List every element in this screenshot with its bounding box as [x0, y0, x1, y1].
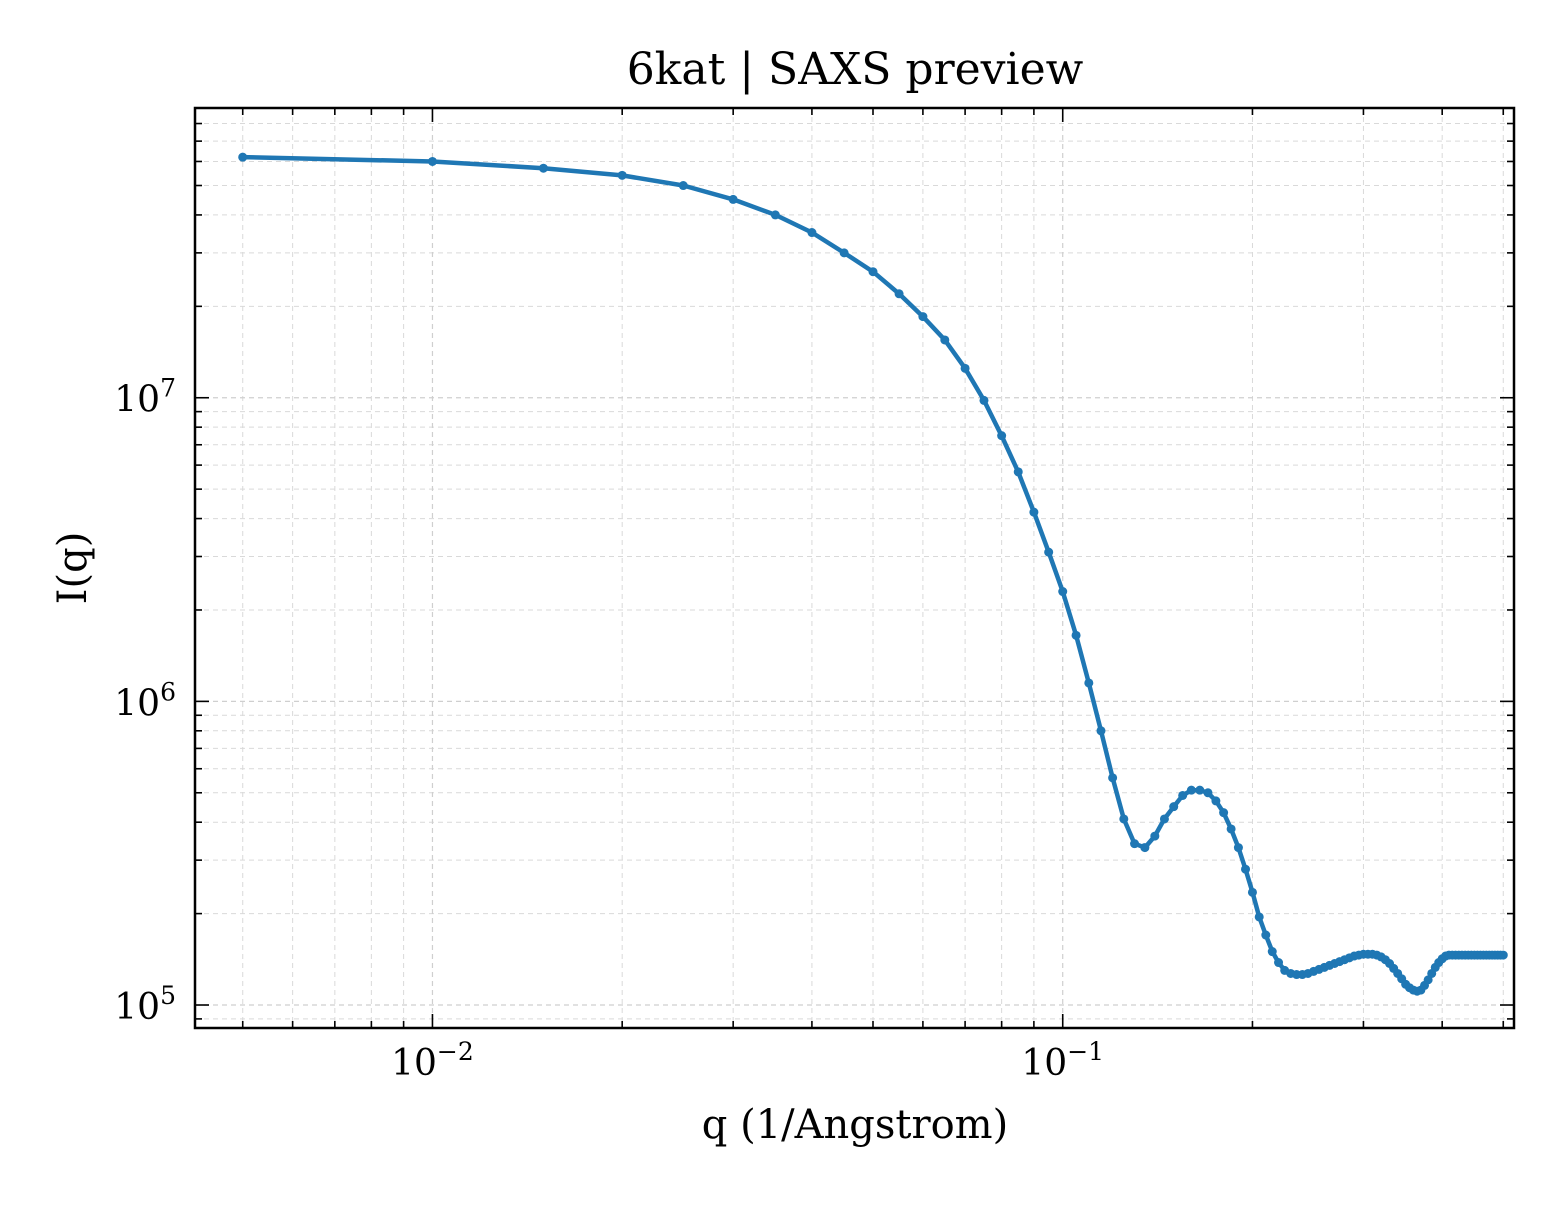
- data-point: [839, 248, 849, 258]
- data-point: [238, 152, 248, 162]
- data-point: [918, 312, 928, 322]
- data-point: [1119, 814, 1129, 824]
- y-axis-label: I(q): [50, 532, 96, 605]
- ticks: 10−2 10−1 105 106 107: [114, 107, 1514, 1084]
- data-point: [770, 210, 780, 220]
- data-point: [1241, 864, 1251, 874]
- data-point: [1044, 547, 1054, 557]
- data-point: [1233, 843, 1243, 853]
- data-point: [1150, 831, 1160, 841]
- x-axis-label: q (1/Angstrom): [702, 1102, 1008, 1148]
- y-tick-label: 107: [114, 374, 176, 421]
- data-point: [1226, 824, 1236, 834]
- data-point: [807, 228, 817, 238]
- data-point: [1130, 839, 1140, 849]
- data-point: [1029, 507, 1039, 517]
- series-layer: [238, 152, 1508, 996]
- data-point: [1267, 947, 1277, 957]
- data-point: [979, 395, 989, 405]
- chart-title: 6kat | SAXS preview: [627, 44, 1084, 95]
- data-point: [427, 156, 437, 166]
- data-point: [1219, 808, 1229, 818]
- data-point: [1247, 887, 1257, 897]
- data-point: [1096, 726, 1106, 736]
- data-point: [1254, 912, 1264, 922]
- plot-frame: [193, 106, 1516, 1030]
- data-point: [1274, 958, 1284, 968]
- data-point: [1203, 788, 1213, 798]
- data-point: [868, 267, 878, 277]
- data-point: [1211, 796, 1221, 806]
- data-point: [997, 431, 1007, 441]
- data-point: [1140, 843, 1150, 853]
- data-point: [1058, 587, 1068, 597]
- data-point: [728, 194, 738, 204]
- data-point: [1169, 802, 1179, 812]
- data-point: [1159, 814, 1169, 824]
- x-tick-label: 10−1: [1021, 1037, 1104, 1084]
- grid: [195, 107, 1514, 1028]
- data-point: [538, 163, 548, 173]
- y-tick-label: 106: [114, 677, 176, 724]
- data-point: [1071, 630, 1081, 640]
- data-point: [940, 335, 950, 345]
- data-point: [1013, 467, 1023, 477]
- data-point: [894, 289, 904, 299]
- data-point: [678, 181, 688, 191]
- data-point: [1108, 773, 1118, 783]
- x-tick-label: 10−2: [391, 1037, 474, 1084]
- data-point: [960, 363, 970, 373]
- data-point: [617, 170, 627, 180]
- y-tick-label: 105: [114, 981, 176, 1028]
- data-point: [1195, 785, 1205, 795]
- data-point: [1261, 930, 1271, 940]
- data-point: [1084, 678, 1094, 688]
- data-point: [1186, 785, 1196, 795]
- data-point: [1498, 950, 1508, 960]
- data-point: [1178, 790, 1188, 800]
